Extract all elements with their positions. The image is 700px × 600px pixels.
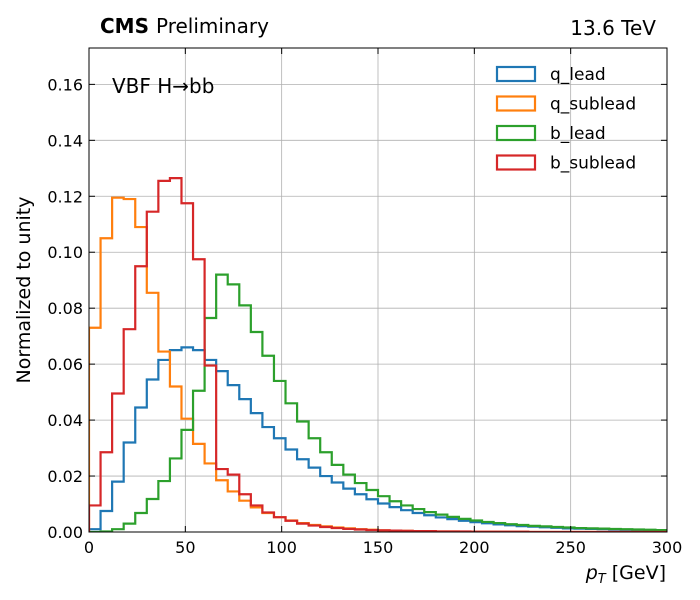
legend-swatch <box>495 95 537 112</box>
x-axis-title-symbol: p <box>585 562 598 584</box>
legend-swatch <box>495 154 537 171</box>
energy-label: 13.6 TeV <box>570 16 656 40</box>
x-axis-title-unit: [GeV] <box>606 562 666 584</box>
y-tick-label: 0.14 <box>47 131 83 150</box>
y-tick-label: 0.12 <box>47 187 83 206</box>
y-tick-label: 0.04 <box>47 411 83 430</box>
x-tick-label: 50 <box>175 538 195 557</box>
legend-label: q_sublead <box>550 95 636 115</box>
y-axis-title: Normalized to unity <box>13 197 35 384</box>
legend-label: b_sublead <box>550 154 636 174</box>
axis-ticks: 0 50 100 150 200 250 300 0.00 0.02 0.04 0.06 0.08 0.… <box>47 48 682 557</box>
y-tick-label: 0.10 <box>47 243 83 262</box>
status-label: Preliminary <box>156 14 269 38</box>
y-tick-label: 0.00 <box>47 523 83 542</box>
x-tick-label: 0 <box>84 538 94 557</box>
grid <box>88 48 668 533</box>
x-tick-label: 150 <box>363 538 394 557</box>
x-axis-title-subscript: T <box>598 572 607 587</box>
legend-label: b_lead <box>550 124 606 144</box>
y-tick-label: 0.08 <box>47 299 83 318</box>
legend-swatch <box>495 65 537 83</box>
process-annotation: VBF H→bb <box>112 74 214 98</box>
x-axis-title: pT [GeV] <box>585 562 666 587</box>
legend-label: q_lead <box>550 65 606 85</box>
series-b-lead <box>89 273 667 532</box>
x-tick-label: 100 <box>266 538 297 557</box>
legend-swatch <box>495 124 537 142</box>
experiment-label: CMS Preliminary <box>100 14 269 38</box>
legend: q_lead q_sublead b_lead b_sublead <box>495 65 636 174</box>
x-tick-label: 300 <box>652 538 683 557</box>
x-tick-label: 250 <box>555 538 586 557</box>
x-tick-label: 200 <box>459 538 490 557</box>
experiment-name: CMS <box>100 14 149 38</box>
y-tick-label: 0.06 <box>47 355 83 374</box>
y-tick-label: 0.02 <box>47 467 83 486</box>
y-tick-label: 0.16 <box>47 75 83 94</box>
